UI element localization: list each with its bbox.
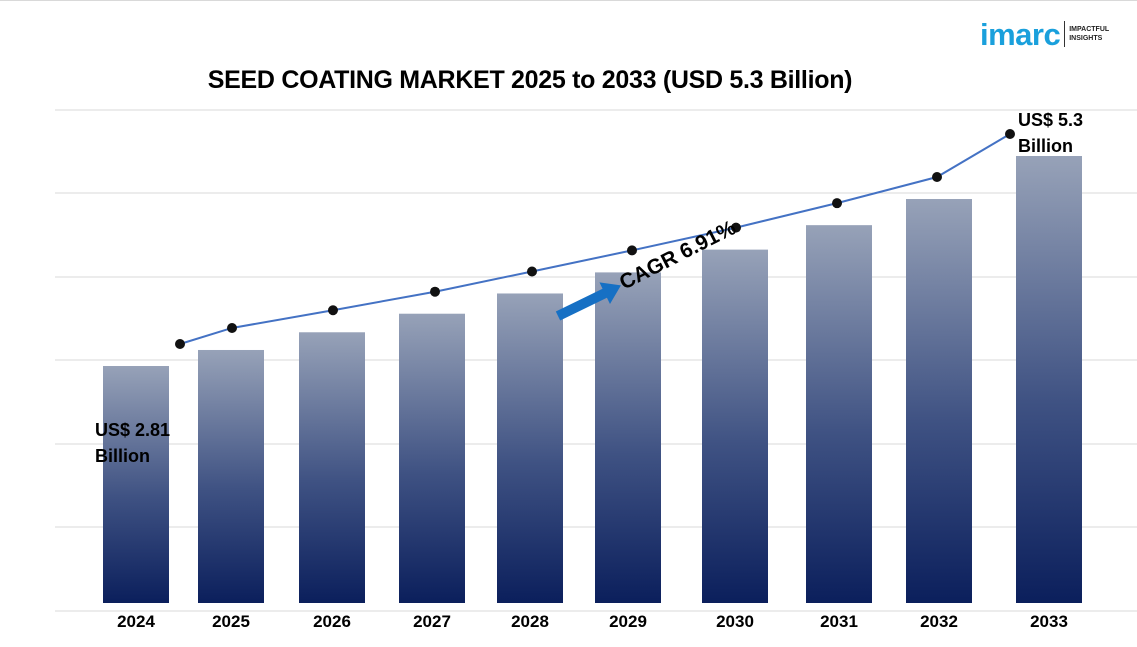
logo-tagline-line-2: INSIGHTS (1069, 35, 1103, 42)
x-tick-label: 2030 (716, 612, 754, 631)
trend-line-path (179, 133, 1011, 345)
trend-point-2025 (227, 322, 237, 333)
trend-point-2033 (1005, 129, 1015, 139)
x-tick-label: 2026 (313, 612, 351, 631)
logo-tagline-line-1: IMPACTFUL (1069, 26, 1110, 33)
bar-2032 (906, 199, 972, 603)
trend-point-2032 (932, 172, 942, 183)
x-tick-label: 2025 (212, 612, 250, 631)
logo-divider (1064, 21, 1066, 47)
trend-point-2029 (627, 245, 637, 256)
x-tick-label: 2031 (820, 612, 858, 631)
trend-point-2031 (832, 198, 842, 209)
bar-2024 (103, 366, 169, 603)
trend-line (175, 129, 1015, 350)
bar-2033 (1016, 156, 1082, 603)
start-value-label: US$ 2.81 (95, 420, 170, 440)
trend-point-2027 (430, 286, 440, 297)
end-value-label: US$ 5.3 (1018, 110, 1083, 130)
start-value-unit: Billion (95, 446, 150, 466)
logo-tagline: IMPACTFUL INSIGHTS (1069, 25, 1109, 43)
cagr-arrow-icon (555, 282, 621, 321)
end-value-unit: Billion (1018, 136, 1073, 156)
x-tick-label: 2033 (1030, 612, 1068, 631)
bar-2027 (399, 313, 465, 603)
bar-2031 (806, 225, 872, 603)
bar-2028 (497, 293, 563, 603)
trend-point-2030 (731, 222, 741, 233)
logo-wordmark: imarc (980, 16, 1061, 52)
bar-2029 (595, 272, 661, 603)
x-tick-label: 2024 (117, 612, 155, 631)
x-axis-ticks: 2024 2025 2026 2027 2028 2029 2030 2031 2032 2033 (117, 612, 1068, 631)
x-tick-label: 2028 (511, 612, 549, 631)
chart-title: SEED COATING MARKET 2025 to 2033 (USD 5.… (207, 66, 853, 94)
trend-point-2028 (527, 266, 537, 277)
bar-2025 (198, 349, 264, 603)
trend-point-2024 (175, 339, 185, 350)
bars (103, 156, 1082, 603)
x-tick-label: 2027 (413, 612, 451, 631)
bar-2026 (299, 332, 365, 603)
cagr-arrow-shape (555, 282, 621, 321)
top-rule (0, 0, 1137, 1)
imarc-logo: imarc IMPACTFUL INSIGHTS (980, 14, 1135, 54)
trend-point-2026 (328, 305, 338, 316)
x-tick-label: 2032 (920, 612, 958, 631)
bar-2030 (702, 249, 768, 603)
x-tick-label: 2029 (609, 612, 647, 631)
